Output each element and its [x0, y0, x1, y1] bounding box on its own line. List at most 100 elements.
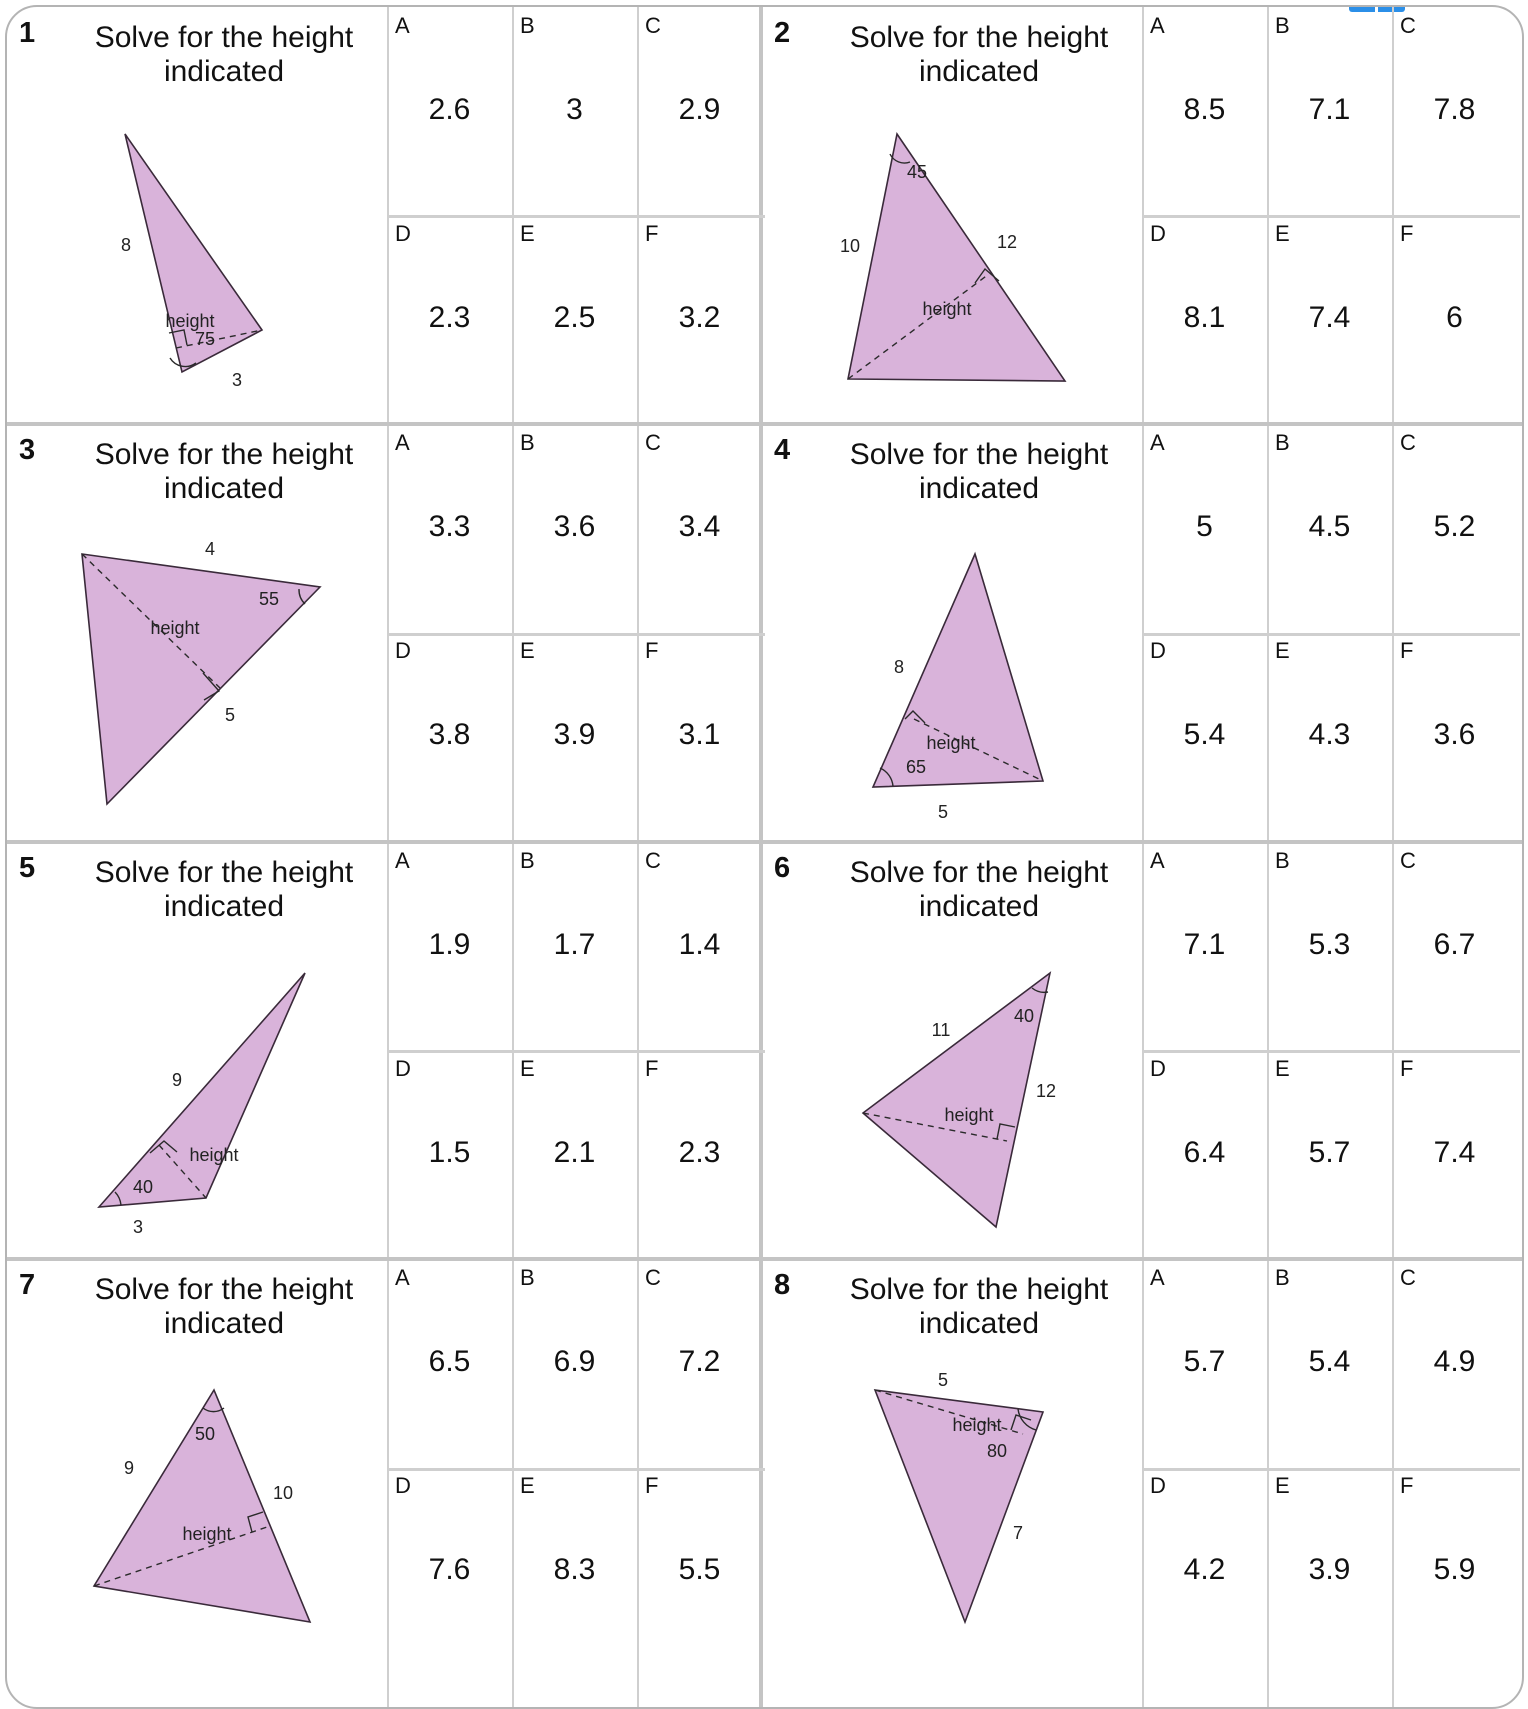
height-line [913, 718, 1044, 782]
choice-value: 7.2 [678, 1345, 721, 1378]
choice-letter: B [520, 848, 535, 873]
answer-choice-7-a[interactable]: A 6.5 [387, 1259, 512, 1467]
triangle-figure: 50 9 10 height [92, 1388, 312, 1624]
triangle-shape [861, 971, 1052, 1229]
answer-choice-5-a[interactable]: A 1.9 [387, 842, 512, 1050]
measure-label: 40 [1014, 1006, 1034, 1026]
choice-value: 3.9 [1308, 1553, 1351, 1586]
choice-value: 4.5 [1308, 510, 1351, 543]
answer-choice-2-b[interactable]: B 7.1 [1267, 7, 1392, 215]
answer-choice-2-c[interactable]: C 7.8 [1392, 7, 1517, 215]
choice-letter: F [1400, 221, 1414, 246]
measure-label: 3 [232, 370, 242, 390]
answer-choice-6-e[interactable]: E 5.7 [1267, 1050, 1392, 1258]
choice-value: 2.9 [678, 93, 721, 126]
answer-choice-2-d[interactable]: D 8.1 [1142, 215, 1267, 423]
answer-choice-5-d[interactable]: D 1.5 [387, 1050, 512, 1258]
problem-2-prompt-cell: 2 Solve for the height indicated [762, 7, 1142, 424]
right-angle-mark [974, 267, 1000, 284]
answer-choice-6-b[interactable]: B 5.3 [1267, 842, 1392, 1050]
measure-label: 8 [894, 657, 904, 677]
answer-choice-6-a[interactable]: A 7.1 [1142, 842, 1267, 1050]
answer-choice-7-b[interactable]: B 6.9 [512, 1259, 637, 1467]
triangle-shape [81, 553, 322, 806]
measure-label: 10 [273, 1483, 293, 1503]
answer-choice-4-d[interactable]: D 5.4 [1142, 632, 1267, 840]
grid-line [512, 7, 514, 1707]
measure-label: 75 [195, 329, 215, 349]
answer-choice-8-d[interactable]: D 4.2 [1142, 1467, 1267, 1675]
triangle-shape [124, 133, 264, 374]
answer-choice-1-f[interactable]: F 3.2 [637, 215, 762, 423]
answer-choice-4-c[interactable]: C 5.2 [1392, 424, 1517, 632]
answer-choice-6-f[interactable]: F 7.4 [1392, 1050, 1517, 1258]
answer-choice-5-f[interactable]: F 2.3 [637, 1050, 762, 1258]
answer-choice-1-c[interactable]: C 2.9 [637, 7, 762, 215]
answer-choice-1-a[interactable]: A 2.6 [387, 7, 512, 215]
answer-choice-4-b[interactable]: B 4.5 [1267, 424, 1392, 632]
answer-choice-8-a[interactable]: A 5.7 [1142, 1259, 1267, 1467]
answer-choice-3-e[interactable]: E 3.9 [512, 632, 637, 840]
answer-choice-5-e[interactable]: E 2.1 [512, 1050, 637, 1258]
answer-choice-2-a[interactable]: A 8.5 [1142, 7, 1267, 215]
answer-choice-2-e[interactable]: E 7.4 [1267, 215, 1392, 423]
answer-choice-8-b[interactable]: B 5.4 [1267, 1259, 1392, 1467]
problem-prompt: Solve for the height indicated [94, 21, 354, 88]
answer-choice-4-e[interactable]: E 4.3 [1267, 632, 1392, 840]
answer-choice-7-d[interactable]: D 7.6 [387, 1467, 512, 1675]
grid-line [1267, 7, 1269, 1707]
answer-choice-6-d[interactable]: D 6.4 [1142, 1050, 1267, 1258]
measure-label: 45 [907, 162, 927, 182]
answer-choice-3-f[interactable]: F 3.1 [637, 632, 762, 840]
height-label: height [150, 618, 199, 638]
answer-choice-1-e[interactable]: E 2.5 [512, 215, 637, 423]
choice-value: 7.8 [1433, 93, 1476, 126]
choice-value: 3.3 [428, 510, 471, 543]
choice-value: 3.6 [553, 510, 596, 543]
choice-letter: F [645, 1473, 659, 1498]
problem-prompt: Solve for the height indicated [94, 438, 354, 505]
angle-arc [889, 153, 911, 164]
measure-label: 9 [172, 1070, 182, 1090]
answer-choice-6-c[interactable]: C 6.7 [1392, 842, 1517, 1050]
triangle-figure: 45 10 12 height [840, 131, 1067, 382]
measure-label: 5 [938, 1370, 948, 1390]
problem-prompt: Solve for the height indicated [94, 856, 354, 923]
choice-letter: E [1275, 221, 1290, 246]
height-label: height [926, 733, 975, 753]
choice-letter: F [645, 1056, 659, 1081]
choice-letter: C [1400, 430, 1416, 455]
answer-choice-4-f[interactable]: F 3.6 [1392, 632, 1517, 840]
answer-choice-5-b[interactable]: B 1.7 [512, 842, 637, 1050]
answer-choice-3-a[interactable]: A 3.3 [387, 424, 512, 632]
height-line [847, 273, 990, 380]
answer-choice-8-f[interactable]: F 5.9 [1392, 1467, 1517, 1675]
problem-4-prompt-cell: 4 Solve for the height indicated [762, 424, 1142, 841]
height-line [175, 329, 263, 349]
height-label: height [922, 299, 971, 319]
answer-choice-3-c[interactable]: C 3.4 [637, 424, 762, 632]
grid-line [387, 1468, 765, 1471]
answer-choice-8-e[interactable]: E 3.9 [1267, 1467, 1392, 1675]
choice-letter: D [1150, 638, 1166, 663]
answer-choice-3-d[interactable]: D 3.8 [387, 632, 512, 840]
triangle-figure: 5 height 80 7 [873, 1370, 1045, 1625]
choice-letter: B [1275, 848, 1290, 873]
answer-choice-7-c[interactable]: C 7.2 [637, 1259, 762, 1467]
choice-letter: B [520, 13, 535, 38]
choice-value: 7.6 [428, 1553, 471, 1586]
choice-value: 5.3 [1308, 928, 1351, 961]
answer-choice-3-b[interactable]: B 3.6 [512, 424, 637, 632]
problem-prompt: Solve for the height indicated [849, 856, 1109, 923]
choice-value: 3.9 [553, 718, 596, 751]
height-label: height [182, 1524, 231, 1544]
answer-choice-7-e[interactable]: E 8.3 [512, 1467, 637, 1675]
answer-choice-1-d[interactable]: D 2.3 [387, 215, 512, 423]
answer-choice-5-c[interactable]: C 1.4 [637, 842, 762, 1050]
answer-choice-8-c[interactable]: C 4.9 [1392, 1259, 1517, 1467]
choice-value: 1.4 [678, 928, 721, 961]
answer-choice-7-f[interactable]: F 5.5 [637, 1467, 762, 1675]
